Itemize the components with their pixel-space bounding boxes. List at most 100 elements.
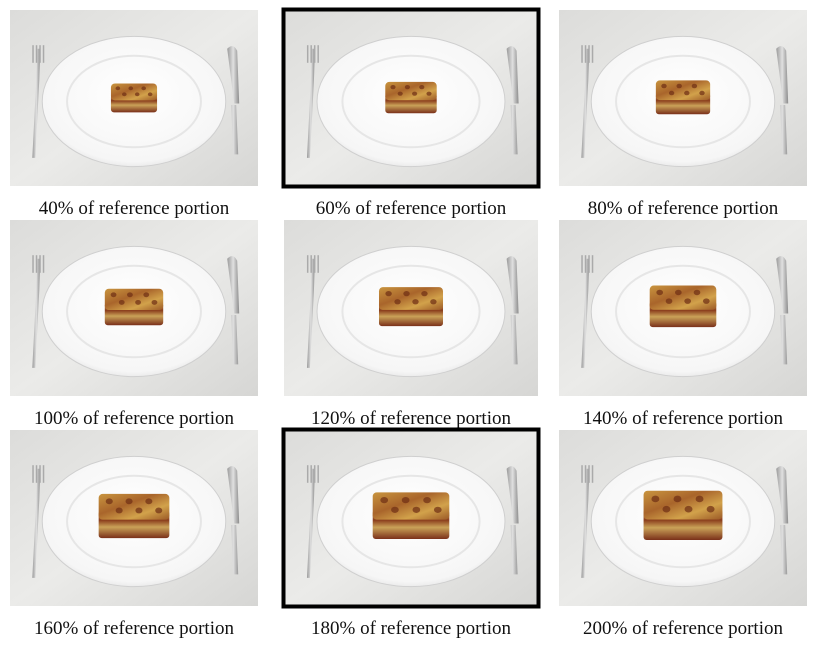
fork xyxy=(581,468,590,578)
caption: 60% of reference portion xyxy=(316,198,507,219)
fork xyxy=(581,48,590,158)
fork-tine xyxy=(32,255,34,273)
lasagna-char xyxy=(397,91,403,96)
lasagna-char xyxy=(126,292,133,298)
fork-tine xyxy=(306,465,309,483)
lasagna-char xyxy=(656,289,664,296)
fork-tine xyxy=(42,465,45,483)
fork-tine xyxy=(581,255,583,273)
lasagna-char xyxy=(391,506,399,513)
photo-panel: 140% of reference portion xyxy=(559,220,807,429)
fork-tine xyxy=(306,255,309,273)
lasagna-char xyxy=(691,83,698,89)
lasagna-char xyxy=(151,299,158,305)
fork-tine xyxy=(591,45,594,63)
plate-well xyxy=(615,54,751,149)
fork-tine xyxy=(584,45,587,63)
fork xyxy=(306,258,315,368)
lasagna-char xyxy=(412,506,421,513)
lasagna-char xyxy=(141,86,146,91)
lasagna-char xyxy=(662,505,671,513)
knife xyxy=(506,256,519,365)
fork xyxy=(32,468,41,578)
plate-well xyxy=(341,54,481,149)
lasagna-char xyxy=(135,507,143,514)
fork-tine xyxy=(313,255,316,273)
lasagna-char xyxy=(419,85,425,90)
lasagna-top xyxy=(110,83,158,101)
knife xyxy=(227,466,240,575)
lasagna-char xyxy=(665,298,673,304)
caption: 100% of reference portion xyxy=(34,408,234,429)
lasagna-char xyxy=(143,292,150,298)
lasagna-char xyxy=(412,299,419,305)
lasagna-char xyxy=(661,83,667,89)
fork xyxy=(306,468,315,578)
lasagna-char xyxy=(380,497,389,504)
lasagna-char xyxy=(675,289,682,296)
knife xyxy=(506,466,519,575)
plate-well xyxy=(615,474,751,569)
plate-well xyxy=(615,264,751,359)
lasagna-char xyxy=(693,289,701,296)
lasagna-char xyxy=(423,497,431,504)
lasagna-top xyxy=(372,492,450,520)
fork-tine xyxy=(32,45,34,63)
fork xyxy=(306,48,315,158)
lasagna-char xyxy=(110,292,117,298)
caption: 80% of reference portion xyxy=(588,198,779,219)
lasagna-char xyxy=(105,498,113,505)
lasagna-char xyxy=(684,505,693,513)
fork xyxy=(581,258,590,368)
fork-tine xyxy=(35,255,38,273)
fork-tine xyxy=(588,45,590,63)
fork-tine xyxy=(591,255,594,273)
lasagna-top xyxy=(378,287,444,310)
photo-panel: 160% of reference portion xyxy=(10,430,258,639)
fork-tine xyxy=(310,45,312,63)
caption: 140% of reference portion xyxy=(583,408,783,429)
fork-tine xyxy=(584,465,587,483)
lasagna-char xyxy=(684,298,691,304)
lasagna-char xyxy=(155,507,163,514)
fork-tine xyxy=(35,465,38,483)
photo-panel: 100% of reference portion xyxy=(10,220,258,429)
knife xyxy=(227,46,240,155)
lasagna-char xyxy=(394,299,401,305)
caption: 160% of reference portion xyxy=(34,618,234,639)
fork-tine xyxy=(581,45,583,63)
fork-tine xyxy=(39,255,41,273)
photo-panel: 180% of reference portion xyxy=(281,427,541,639)
lasagna-char xyxy=(702,298,710,304)
fork-tine xyxy=(584,255,587,273)
lasagna-char xyxy=(668,90,675,96)
fork-tine xyxy=(588,465,590,483)
lasagna-char xyxy=(118,299,125,305)
plate-well xyxy=(66,264,202,359)
fork-tine xyxy=(306,45,309,63)
lasagna-char xyxy=(385,291,392,297)
lasagna-char xyxy=(426,91,432,96)
photo-panel: 40% of reference portion xyxy=(10,10,258,219)
lasagna-char xyxy=(404,85,410,90)
photo-panel: 80% of reference portion xyxy=(559,10,807,219)
lasagna-char xyxy=(403,291,410,297)
lasagna-top xyxy=(385,81,437,101)
lasagna-char xyxy=(122,92,127,97)
fork-tine xyxy=(313,465,316,483)
lasagna-char xyxy=(128,86,134,91)
fork-tine xyxy=(39,465,41,483)
plate-well xyxy=(341,264,481,359)
fork xyxy=(32,258,41,368)
fork-tine xyxy=(317,465,319,483)
caption: 40% of reference portion xyxy=(39,198,230,219)
highlight-border xyxy=(281,427,541,609)
fork-tine xyxy=(588,255,590,273)
lasagna-char xyxy=(145,498,153,505)
knife xyxy=(776,46,789,155)
fork-tine xyxy=(591,465,594,483)
fork-tine xyxy=(35,45,38,63)
highlight-border xyxy=(281,7,541,189)
plate-well xyxy=(66,474,202,569)
fork-tine xyxy=(317,45,319,63)
